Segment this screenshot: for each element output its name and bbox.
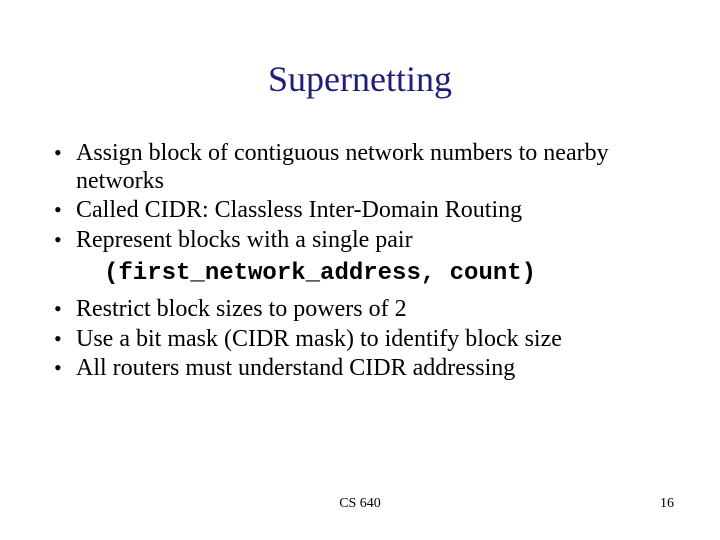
footer-course: CS 640 <box>0 496 720 512</box>
bullet-dot-icon: • <box>54 197 76 222</box>
bullet-dot-icon: • <box>54 227 76 252</box>
bullet-dot-icon: • <box>54 140 76 165</box>
slide: Supernetting • Assign block of contiguou… <box>0 0 720 540</box>
bullet-item: • Assign block of contiguous network num… <box>54 140 674 195</box>
bullet-text: All routers must understand CIDR address… <box>76 355 674 383</box>
bullet-dot-icon: • <box>54 326 76 351</box>
slide-title: Supernetting <box>0 58 720 100</box>
bullet-item: • All routers must understand CIDR addre… <box>54 355 674 383</box>
bullet-item: • Represent blocks with a single pair <box>54 227 674 255</box>
footer-page-number: 16 <box>660 496 674 512</box>
bullet-dot-icon: • <box>54 355 76 380</box>
bullet-item: • Use a bit mask (CIDR mask) to identify… <box>54 326 674 354</box>
bullet-text: Assign block of contiguous network numbe… <box>76 140 674 195</box>
bullet-item: • Called CIDR: Classless Inter-Domain Ro… <box>54 197 674 225</box>
bullet-text: Called CIDR: Classless Inter-Domain Rout… <box>76 197 674 225</box>
code-line: (first_network_address, count) <box>104 260 674 288</box>
bullet-dot-icon: • <box>54 296 76 321</box>
bullet-item: • Restrict block sizes to powers of 2 <box>54 296 674 324</box>
bullet-text: Restrict block sizes to powers of 2 <box>76 296 674 324</box>
slide-body: • Assign block of contiguous network num… <box>54 140 674 385</box>
bullet-text: Use a bit mask (CIDR mask) to identify b… <box>76 326 674 354</box>
bullet-text: Represent blocks with a single pair <box>76 227 674 255</box>
